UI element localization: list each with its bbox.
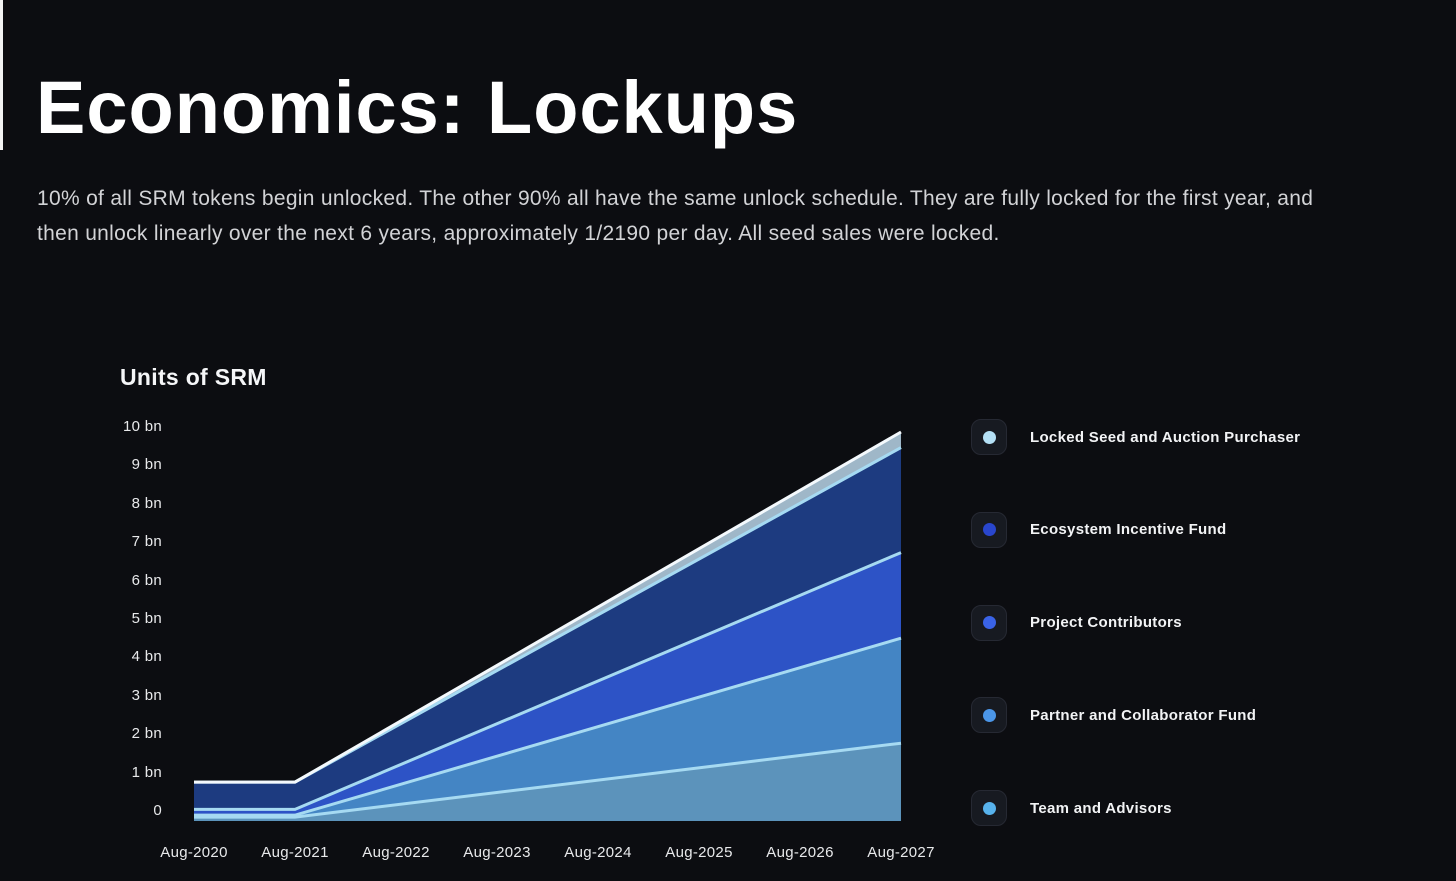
legend-item: Ecosystem Incentive Fund bbox=[971, 511, 1391, 548]
x-axis-tick-label: Aug-2025 bbox=[665, 844, 733, 861]
page-title: Economics: Lockups bbox=[36, 65, 799, 149]
area-series-partner-and-collaborator-fund bbox=[194, 638, 901, 818]
legend: Locked Seed and Auction Purchaser Ecosyst… bbox=[971, 0, 1391, 881]
series-edge-stroke bbox=[194, 741, 902, 819]
y-axis-tick-label: 0 bbox=[153, 802, 162, 819]
legend-item: Partner and Collaborator Fund bbox=[971, 697, 1391, 734]
page-edge-artifact bbox=[0, 0, 3, 150]
x-axis-tick-label: Aug-2021 bbox=[261, 844, 329, 861]
y-axis-tick-label: 10 bn bbox=[122, 418, 162, 435]
legend-swatch bbox=[971, 790, 1007, 827]
series-edge-stroke bbox=[194, 636, 902, 817]
y-axis-tick-label: 6 bn bbox=[131, 571, 162, 589]
y-axis-tick-label: 9 bn bbox=[131, 456, 162, 474]
x-axis-tick-label: Aug-2023 bbox=[463, 844, 531, 861]
x-axis-tick-label: Aug-2024 bbox=[564, 844, 632, 861]
x-axis-tick-label: Aug-2026 bbox=[766, 844, 834, 861]
legend-dot-icon bbox=[982, 430, 996, 444]
y-axis-tick-label: 5 bn bbox=[131, 610, 162, 627]
legend-swatch bbox=[971, 604, 1007, 641]
x-axis-tick-label: Aug-2027 bbox=[867, 844, 935, 861]
chart-title: Units of SRM bbox=[120, 364, 267, 390]
y-axis-tick-label: 2 bn bbox=[131, 725, 162, 743]
lockup-stacked-area-chart bbox=[194, 430, 902, 821]
y-axis-tick-label: 3 bn bbox=[131, 686, 162, 704]
legend-item-label: Locked Seed and Auction Purchaser bbox=[1030, 428, 1301, 446]
legend-dot-icon bbox=[982, 616, 996, 630]
legend-dot-icon bbox=[982, 801, 996, 815]
legend-item-label: Project Contributors bbox=[1030, 614, 1182, 632]
legend-dot-icon bbox=[982, 708, 996, 722]
y-axis-tick-label: 1 bn bbox=[131, 763, 162, 781]
legend-item: Project Contributors bbox=[971, 604, 1391, 641]
y-axis-tick-label: 8 bn bbox=[131, 494, 162, 512]
legend-item-label: Team and Advisors bbox=[1030, 799, 1172, 817]
y-axis-tick-label: 4 bn bbox=[131, 648, 162, 666]
area-series-team-and-advisors bbox=[194, 743, 901, 821]
series-edge-stroke bbox=[194, 551, 902, 811]
legend-item: Locked Seed and Auction Purchaser bbox=[971, 419, 1391, 455]
x-axis-tick-label: Aug-2022 bbox=[362, 844, 430, 861]
legend-item-label: Ecosystem Incentive Fund bbox=[1030, 521, 1227, 539]
page-description: 10% of all SRM tokens begin unlocked. Th… bbox=[37, 187, 1314, 245]
legend-dot-icon bbox=[982, 523, 996, 537]
legend-swatch bbox=[971, 511, 1007, 548]
legend-swatch bbox=[971, 419, 1007, 455]
x-axis-tick-label: Aug-2020 bbox=[160, 844, 228, 861]
series-edge-stroke bbox=[194, 430, 902, 784]
legend-item: Team and Advisors bbox=[971, 790, 1391, 827]
legend-swatch bbox=[971, 697, 1007, 734]
legend-item-label: Partner and Collaborator Fund bbox=[1030, 706, 1257, 724]
y-axis-tick-label: 7 bn bbox=[131, 533, 162, 551]
